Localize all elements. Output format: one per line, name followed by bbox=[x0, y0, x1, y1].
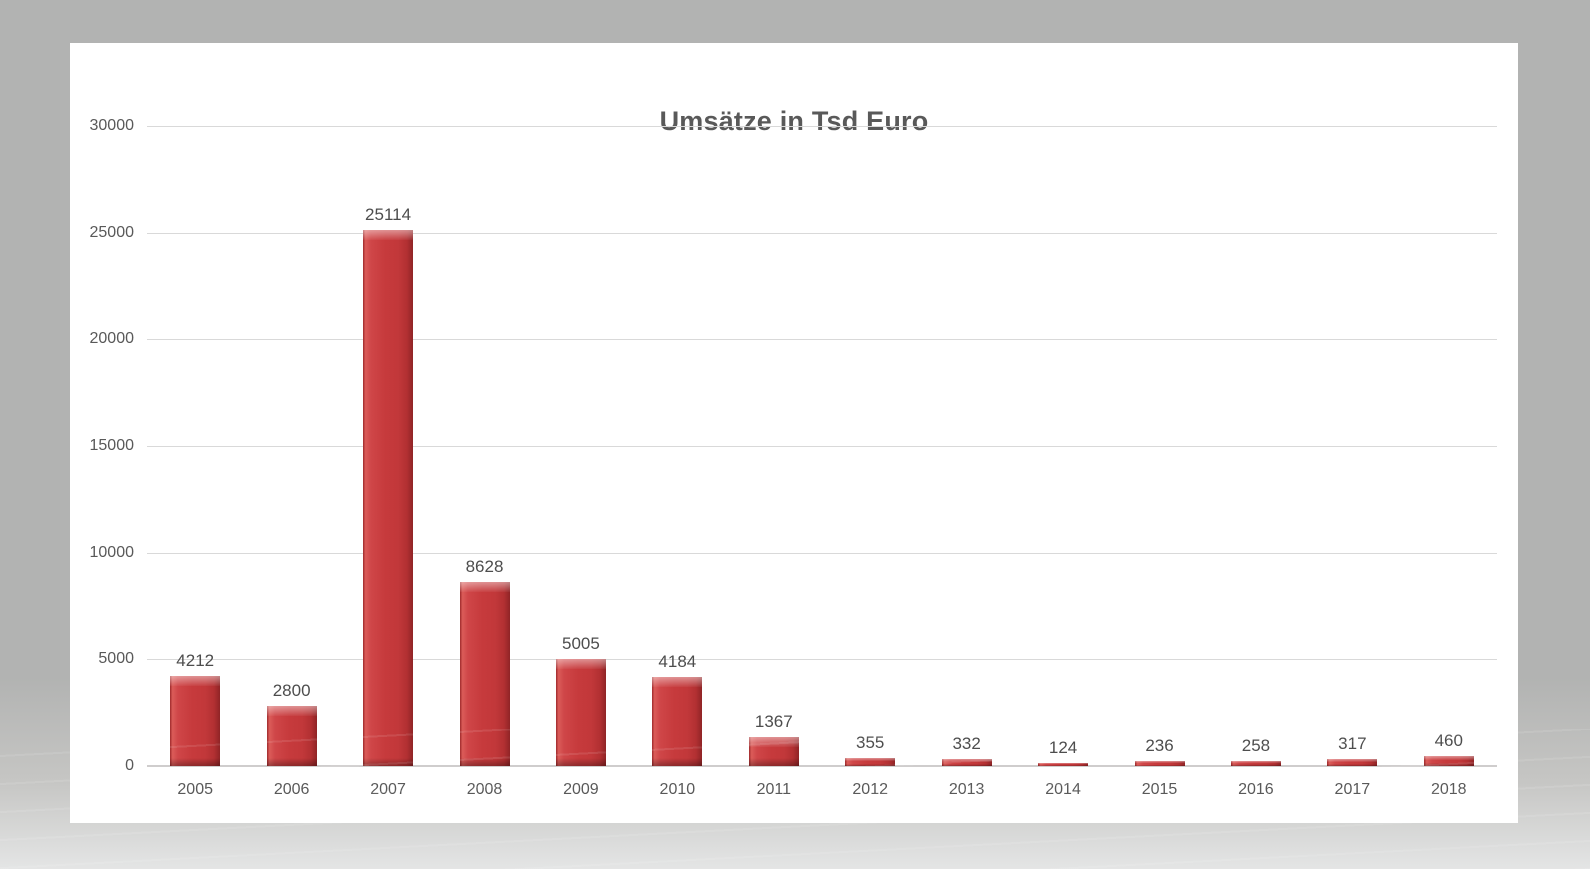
y-axis-tick-label: 5000 bbox=[98, 650, 134, 668]
bar-2015[interactable] bbox=[1134, 760, 1185, 767]
x-axis-category-label: 2014 bbox=[1045, 781, 1081, 798]
bar-2013[interactable] bbox=[941, 758, 992, 767]
plot-area: 0 5000 10000 15000 20000 25000 30000 4212 2005 28… bbox=[90, 117, 1497, 798]
x-axis-category-label: 2007 bbox=[370, 781, 406, 798]
bar-2005[interactable] bbox=[170, 676, 221, 766]
y-axis-tick-label: 0 bbox=[125, 757, 134, 774]
x-axis-category-label: 2018 bbox=[1430, 781, 1467, 798]
bar-value-label: 25114 bbox=[365, 205, 412, 225]
x-axis-category-label: 2016 bbox=[1238, 781, 1274, 798]
x-axis-category-label: 2015 bbox=[1141, 781, 1178, 798]
x-axis-category-label: 2006 bbox=[273, 781, 310, 798]
x-axis-category-label: 2011 bbox=[756, 781, 791, 798]
x-axis-category-label: 2005 bbox=[177, 781, 213, 798]
bar-2018[interactable] bbox=[1423, 756, 1474, 766]
bar-value-label: 4184 bbox=[658, 651, 697, 671]
bar-2010[interactable] bbox=[652, 676, 703, 767]
x-axis-category-label: 2017 bbox=[1334, 781, 1371, 798]
y-axis-tick-label: 25000 bbox=[89, 223, 135, 241]
bar-2006[interactable] bbox=[266, 706, 317, 766]
bar-value-label: 332 bbox=[952, 733, 981, 753]
y-axis-tick-label: 20000 bbox=[89, 330, 135, 348]
bar-2017[interactable] bbox=[1327, 759, 1378, 766]
gridline bbox=[147, 552, 1497, 554]
x-axis-category-label: 2013 bbox=[948, 781, 985, 798]
bar-2016[interactable] bbox=[1230, 760, 1281, 766]
chart-title: Umsätze in Tsd Euro bbox=[659, 106, 929, 136]
bar-value-label: 4212 bbox=[176, 651, 215, 671]
bar-2012[interactable] bbox=[845, 758, 896, 766]
x-axis-category-label: 2012 bbox=[852, 781, 888, 798]
x-axis-line bbox=[147, 765, 1497, 767]
bar-2009[interactable] bbox=[555, 659, 606, 766]
bar-2007[interactable] bbox=[363, 230, 414, 766]
x-axis-category-label: 2009 bbox=[563, 781, 599, 798]
bar-value-label: 258 bbox=[1241, 735, 1271, 755]
y-axis-tick-label: 15000 bbox=[89, 437, 135, 454]
bar-value-label: 317 bbox=[1338, 734, 1367, 754]
chart-panel: Umsätze in Tsd Euro 0 5000 10000 15000 20000… bbox=[70, 43, 1518, 823]
gridline bbox=[147, 126, 1497, 127]
bar-2014[interactable] bbox=[1038, 763, 1089, 766]
bar-value-label: 355 bbox=[856, 733, 885, 753]
bar-value-label: 236 bbox=[1145, 735, 1174, 755]
gridline bbox=[147, 659, 1497, 661]
x-axis-category-label: 2010 bbox=[659, 781, 696, 798]
gridline bbox=[147, 339, 1497, 341]
bar-value-label: 460 bbox=[1434, 731, 1463, 751]
bar-2008[interactable] bbox=[459, 581, 510, 767]
bar-value-label: 8628 bbox=[465, 556, 504, 576]
x-axis-category-label: 2008 bbox=[466, 781, 503, 798]
gridline bbox=[147, 232, 1497, 234]
y-axis-tick-label: 10000 bbox=[89, 543, 135, 561]
bar-2011[interactable] bbox=[748, 736, 799, 767]
bar-value-label: 2800 bbox=[272, 681, 311, 701]
bar-value-label: 124 bbox=[1048, 738, 1078, 758]
gridline bbox=[147, 446, 1497, 447]
y-axis-tick-label: 30000 bbox=[89, 117, 135, 134]
bar-value-label: 1367 bbox=[754, 711, 793, 731]
bar-value-label: 5005 bbox=[562, 634, 600, 654]
